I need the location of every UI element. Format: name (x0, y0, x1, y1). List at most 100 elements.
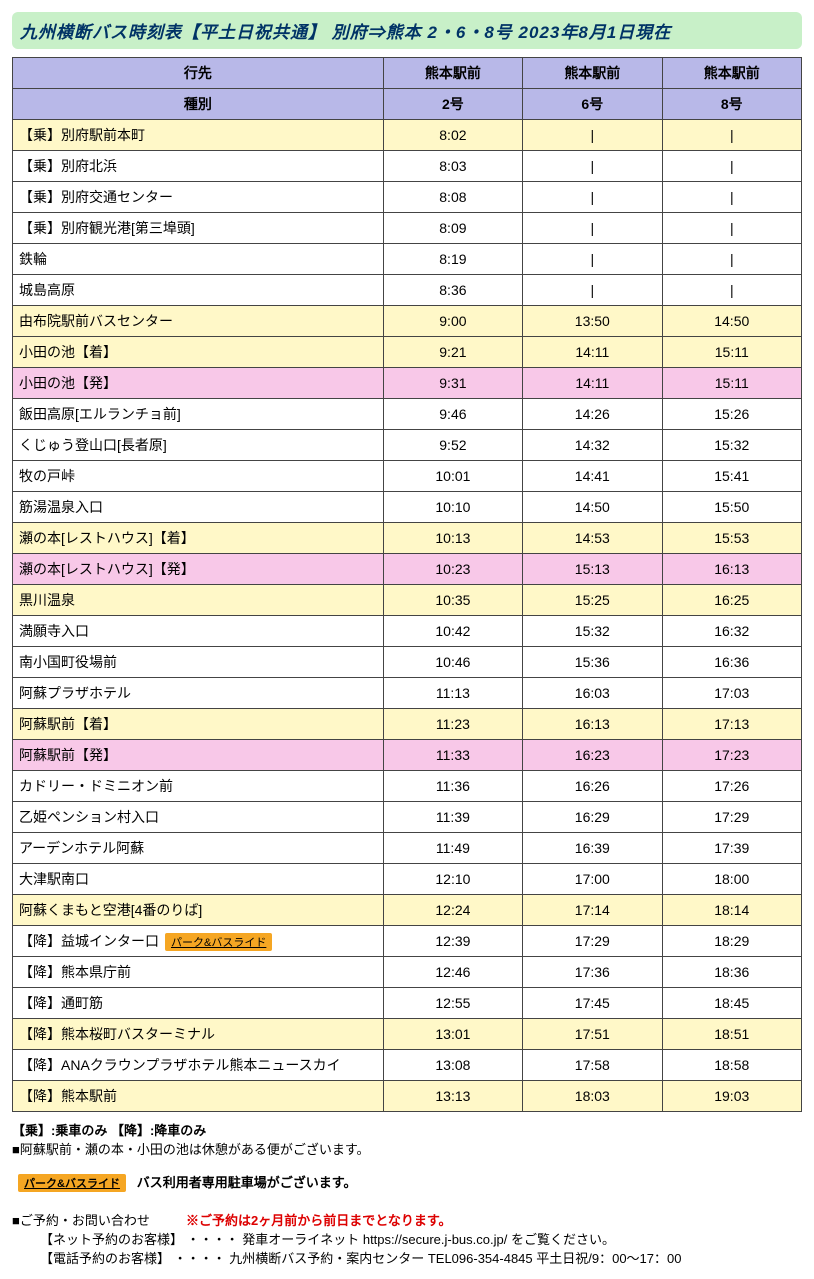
stop-cell: 【降】益城インター口パーク&バスライド (13, 926, 384, 957)
table-row: 【降】熊本桜町バスターミナル13:0117:5118:51 (13, 1019, 802, 1050)
stop-cell: 鉄輪 (13, 244, 384, 275)
header-row-type: 種別 2号 6号 8号 (13, 89, 802, 120)
time-cell: 15:25 (523, 585, 662, 616)
stop-cell: 【乗】別府駅前本町 (13, 120, 384, 151)
stop-cell: 小田の池【発】 (13, 368, 384, 399)
time-cell: 17:13 (662, 709, 801, 740)
time-cell: 13:01 (383, 1019, 522, 1050)
time-cell: 18:03 (523, 1081, 662, 1112)
time-cell: | (523, 275, 662, 306)
time-cell: 17:58 (523, 1050, 662, 1081)
contact-red-notice: ※ご予約は2ヶ月前から前日までとなります。 (186, 1213, 452, 1228)
stop-cell: 大津駅南口 (13, 864, 384, 895)
table-row: 【降】通町筋12:5517:4518:45 (13, 988, 802, 1019)
time-cell: 9:46 (383, 399, 522, 430)
time-cell: 8:08 (383, 182, 522, 213)
time-cell: 12:55 (383, 988, 522, 1019)
time-cell: 15:53 (662, 523, 801, 554)
table-row: 【乗】別府観光港[第三埠頭]8:09|| (13, 213, 802, 244)
table-row: 小田の池【着】9:2114:1115:11 (13, 337, 802, 368)
table-row: 大津駅南口12:1017:0018:00 (13, 864, 802, 895)
time-cell: 17:36 (523, 957, 662, 988)
stop-cell: 城島高原 (13, 275, 384, 306)
header-dest-1: 熊本駅前 (523, 58, 662, 89)
time-cell: 17:39 (662, 833, 801, 864)
stop-cell: 【乗】別府観光港[第三埠頭] (13, 213, 384, 244)
time-cell: 13:13 (383, 1081, 522, 1112)
time-cell: 16:36 (662, 647, 801, 678)
time-cell: 14:53 (523, 523, 662, 554)
table-row: 阿蘇くまもと空港[4番のりば]12:2417:1418:14 (13, 895, 802, 926)
parkride-badge[interactable]: パーク&バスライド (18, 1174, 126, 1192)
time-cell: 11:36 (383, 771, 522, 802)
time-cell: 15:50 (662, 492, 801, 523)
table-row: 牧の戸峠10:0114:4115:41 (13, 461, 802, 492)
time-cell: 14:26 (523, 399, 662, 430)
table-row: カドリー・ドミニオン前11:3616:2617:26 (13, 771, 802, 802)
stop-cell: 黒川温泉 (13, 585, 384, 616)
time-cell: 17:03 (662, 678, 801, 709)
time-cell: 10:35 (383, 585, 522, 616)
time-cell: 12:24 (383, 895, 522, 926)
stop-cell: 乙姫ペンション村入口 (13, 802, 384, 833)
time-cell: 8:36 (383, 275, 522, 306)
parkride-note-text: バス利用者専用駐車場がございます。 (137, 1175, 357, 1190)
time-cell: 11:33 (383, 740, 522, 771)
time-cell: | (523, 151, 662, 182)
time-cell: 14:41 (523, 461, 662, 492)
stop-cell: 阿蘇プラザホテル (13, 678, 384, 709)
table-row: 【降】益城インター口パーク&バスライド12:3917:2918:29 (13, 926, 802, 957)
time-cell: 18:14 (662, 895, 801, 926)
note-legend: 【乗】:乗車のみ 【降】:降車のみ (12, 1120, 802, 1139)
stop-cell: アーデンホテル阿蘇 (13, 833, 384, 864)
time-cell: 15:13 (523, 554, 662, 585)
contact-heading: ■ご予約・お問い合わせ (12, 1213, 150, 1228)
table-row: 黒川温泉10:3515:2516:25 (13, 585, 802, 616)
time-cell: 14:11 (523, 337, 662, 368)
header-dest-2: 熊本駅前 (662, 58, 801, 89)
stop-cell: 満願寺入口 (13, 616, 384, 647)
time-cell: 16:29 (523, 802, 662, 833)
stop-cell: 由布院駅前バスセンター (13, 306, 384, 337)
time-cell: 16:23 (523, 740, 662, 771)
time-cell: 9:31 (383, 368, 522, 399)
header-dest-0: 熊本駅前 (383, 58, 522, 89)
time-cell: | (662, 120, 801, 151)
stop-cell: くじゅう登山口[長者原] (13, 430, 384, 461)
header-type-1: 6号 (523, 89, 662, 120)
time-cell: 16:13 (662, 554, 801, 585)
stop-cell: 【乗】別府交通センター (13, 182, 384, 213)
time-cell: 10:01 (383, 461, 522, 492)
time-cell: 9:52 (383, 430, 522, 461)
time-cell: 10:46 (383, 647, 522, 678)
time-cell: 16:26 (523, 771, 662, 802)
table-row: 阿蘇駅前【発】11:3316:2317:23 (13, 740, 802, 771)
time-cell: 11:13 (383, 678, 522, 709)
table-row: 阿蘇駅前【着】11:2316:1317:13 (13, 709, 802, 740)
table-row: 瀬の本[レストハウス]【着】10:1314:5315:53 (13, 523, 802, 554)
table-row: くじゅう登山口[長者原]9:5214:3215:32 (13, 430, 802, 461)
time-cell: 17:00 (523, 864, 662, 895)
timetable: 行先 熊本駅前 熊本駅前 熊本駅前 種別 2号 6号 8号 【乗】別府駅前本町 8… (12, 57, 802, 1112)
table-row: 鉄輪8:19|| (13, 244, 802, 275)
page-title: 九州横断バス時刻表【平土日祝共通】 別府⇒熊本 2・6・8号 2023年8月1日… (12, 12, 802, 49)
header-type-2: 8号 (662, 89, 801, 120)
time-cell: | (523, 213, 662, 244)
stop-cell: 牧の戸峠 (13, 461, 384, 492)
parkride-badge[interactable]: パーク&バスライド (165, 933, 272, 951)
time-cell: 11:49 (383, 833, 522, 864)
time-cell: 12:10 (383, 864, 522, 895)
time-cell: 16:25 (662, 585, 801, 616)
time-cell: 17:14 (523, 895, 662, 926)
table-row: 乙姫ペンション村入口11:3916:2917:29 (13, 802, 802, 833)
time-cell: 18:36 (662, 957, 801, 988)
header-row-dest: 行先 熊本駅前 熊本駅前 熊本駅前 (13, 58, 802, 89)
time-cell: 19:03 (662, 1081, 801, 1112)
stop-cell: 【降】通町筋 (13, 988, 384, 1019)
time-cell: 16:39 (523, 833, 662, 864)
stop-cell: 【乗】別府北浜 (13, 151, 384, 182)
stop-cell: 【降】熊本県庁前 (13, 957, 384, 988)
time-cell: 13:08 (383, 1050, 522, 1081)
table-row: アーデンホテル阿蘇11:4916:3917:39 (13, 833, 802, 864)
table-row: 【降】ANAクラウンプラザホテル熊本ニュースカイ13:0817:5818:58 (13, 1050, 802, 1081)
